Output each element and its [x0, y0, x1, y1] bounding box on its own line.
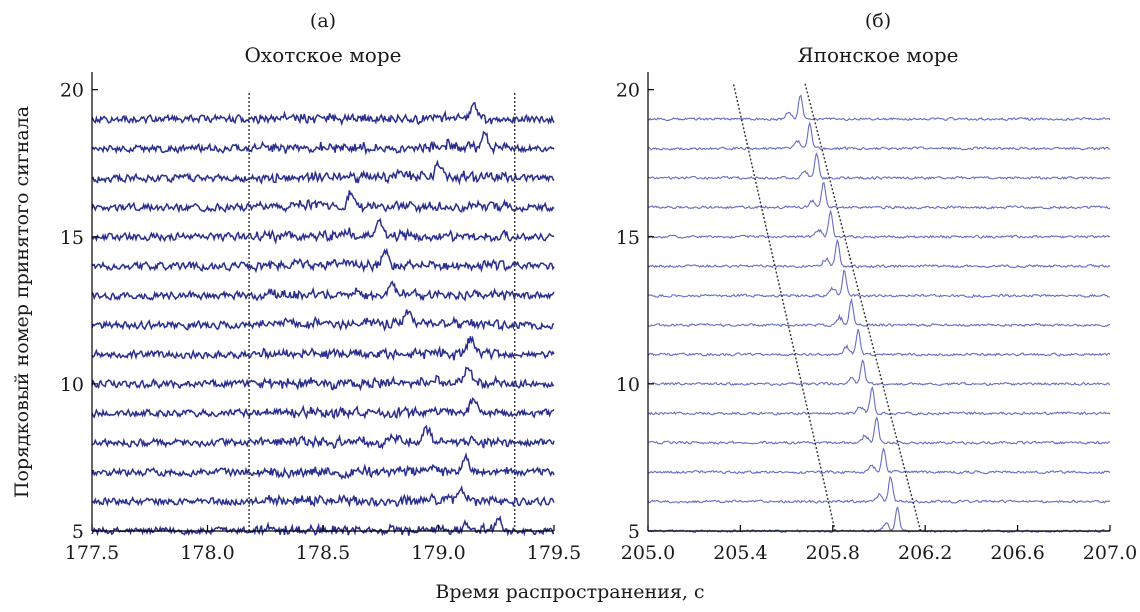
- y-tick-label: 5: [72, 521, 84, 543]
- x-tick-label: 178.5: [296, 542, 350, 564]
- chart-panel-japan: (б) Японское море 205.0 205.4 205.8 206.2 20…: [616, 10, 1137, 564]
- y-axis-title: Порядковый номер принятого сигнала: [11, 106, 33, 498]
- signal-trace-18: [91, 130, 555, 156]
- signal-trace-13: [647, 269, 1111, 298]
- x-tick-label: 206.6: [990, 542, 1044, 564]
- signal-trace-5: [647, 505, 1111, 534]
- window-guides: [732, 83, 922, 532]
- x-tick-label: 205.8: [806, 542, 860, 564]
- signal-trace-11: [91, 335, 555, 362]
- signal-trace-7: [647, 447, 1111, 475]
- panel-letter: (б): [865, 10, 891, 32]
- signal-trace-7: [91, 452, 555, 480]
- x-tick-label: 179.0: [411, 542, 465, 564]
- signal-traces: [91, 101, 555, 537]
- panel-title: Охотское море: [245, 43, 402, 67]
- panel-title: Японское море: [797, 43, 958, 67]
- signal-trace-17: [647, 152, 1111, 181]
- signal-trace-9: [91, 397, 555, 420]
- chart-panel-okhotsk: (а) Охотское море 177.5 178.0 178.5 179.0 17…: [60, 10, 581, 564]
- x-tick-label: 207.0: [1083, 542, 1137, 564]
- x-tick-label: 206.2: [898, 542, 952, 564]
- axes: 177.5 178.0 178.5 179.0 179.5 5 10 15 20: [60, 72, 581, 564]
- signal-trace-19: [647, 94, 1111, 122]
- signal-trace-12: [647, 297, 1111, 328]
- signal-trace-10: [647, 359, 1111, 386]
- window-guides: [248, 92, 516, 531]
- signal-trace-14: [91, 247, 555, 274]
- window-guide-line: [804, 83, 922, 532]
- signal-trace-15: [647, 209, 1111, 239]
- signal-trace-13: [91, 280, 555, 302]
- x-tick-label: 178.0: [180, 542, 234, 564]
- signal-trace-16: [647, 182, 1111, 210]
- signal-trace-12: [91, 309, 555, 332]
- signal-trace-8: [647, 416, 1111, 445]
- x-tick-label: 205.4: [713, 542, 767, 564]
- window-guide-line: [732, 83, 836, 532]
- signal-trace-11: [647, 328, 1111, 357]
- signal-trace-6: [647, 475, 1111, 504]
- signal-trace-19: [91, 101, 555, 127]
- x-tick-label: 205.0: [621, 542, 675, 564]
- y-tick-label: 10: [60, 374, 84, 396]
- y-tick-label: 15: [616, 227, 640, 249]
- y-tick-label: 20: [60, 80, 84, 102]
- axes: 205.0 205.4 205.8 206.2 206.6 207.0 5 10 15 20: [616, 72, 1137, 564]
- signal-trace-16: [91, 190, 555, 215]
- signal-trace-14: [647, 238, 1111, 269]
- signal-trace-10: [91, 366, 555, 392]
- signal-trace-8: [91, 424, 555, 450]
- signal-trace-15: [91, 217, 555, 245]
- signal-trace-17: [91, 159, 555, 186]
- signal-traces: [647, 94, 1111, 534]
- panel-letter: (а): [310, 10, 336, 32]
- signal-trace-9: [647, 386, 1111, 416]
- x-tick-label: 177.5: [65, 542, 119, 564]
- signal-trace-6: [91, 484, 555, 508]
- y-tick-label: 15: [60, 227, 84, 249]
- y-tick-label: 10: [616, 374, 640, 396]
- y-tick-label: 5: [628, 521, 640, 543]
- x-axis-title: Время распространения, с: [435, 581, 704, 603]
- x-tick-label: 179.5: [527, 542, 581, 564]
- signal-trace-18: [647, 121, 1110, 151]
- y-tick-label: 20: [616, 80, 640, 102]
